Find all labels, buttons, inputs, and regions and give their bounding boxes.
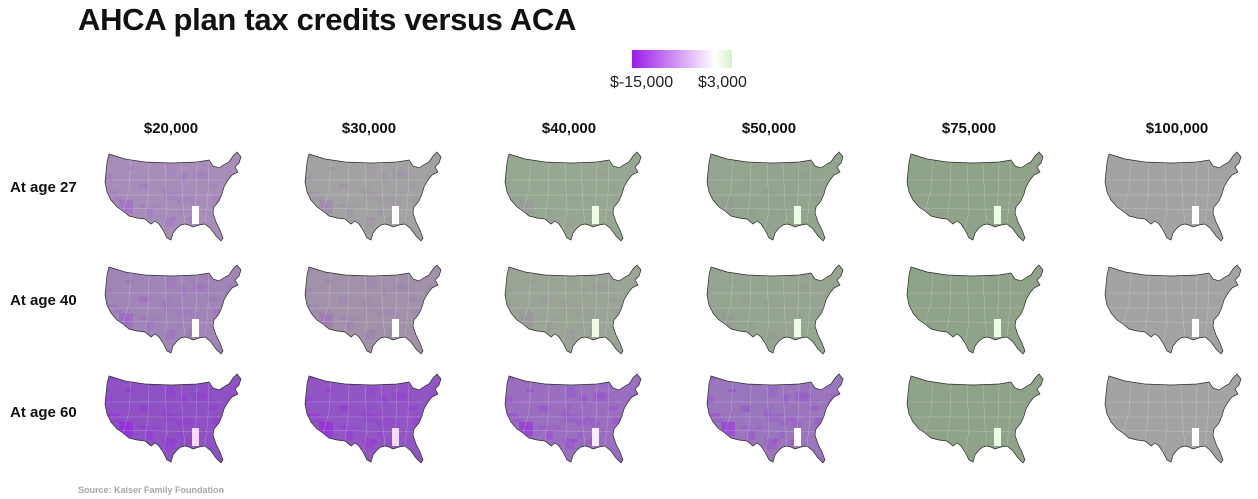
- column-header-20000: $20,000: [143, 120, 199, 137]
- highlight-state: [592, 319, 599, 337]
- us-map-r3-c1: [100, 372, 252, 472]
- us-map-r2-c5: [902, 263, 1054, 363]
- us-map-r1-c1: [100, 150, 252, 250]
- legend-max-label: $3,000: [698, 74, 747, 91]
- us-map-r3-c3: [500, 372, 652, 472]
- us-map-r1-c4: [702, 150, 854, 250]
- map-land-fill: [105, 152, 241, 241]
- row-header-age-27: At age 27: [10, 179, 77, 196]
- highlight-state: [994, 428, 1001, 446]
- highlight-state: [794, 428, 801, 446]
- highlight-state: [392, 319, 399, 337]
- map-land-fill: [505, 152, 641, 241]
- map-land-fill: [707, 152, 843, 241]
- map-land-fill: [505, 265, 641, 354]
- map-land-fill: [1105, 265, 1241, 354]
- row-header-age-60: At age 60: [10, 404, 77, 421]
- us-map-r2-c4: [702, 263, 854, 363]
- highlight-state: [1192, 428, 1199, 446]
- source-note: Source: Kaiser Family Foundation: [78, 485, 225, 495]
- highlight-state: [592, 428, 599, 446]
- highlight-state: [794, 206, 801, 224]
- map-land-fill: [1105, 374, 1241, 463]
- legend-min-label: $-15,000: [610, 74, 674, 91]
- row-header-age-40: At age 40: [10, 292, 77, 309]
- us-map-r2-c1: [100, 263, 252, 363]
- legend-gradient-bar: [632, 50, 732, 68]
- map-land-fill: [707, 265, 843, 354]
- map-land-fill: [1105, 152, 1241, 241]
- highlight-state: [392, 428, 399, 446]
- highlight-state: [392, 206, 399, 224]
- map-land-fill: [105, 374, 241, 463]
- us-map-r1-c5: [902, 150, 1054, 250]
- map-land-fill: [105, 265, 241, 354]
- map-land-fill: [907, 152, 1043, 241]
- map-land-fill: [305, 265, 441, 354]
- map-land-fill: [305, 152, 441, 241]
- us-map-r1-c6: [1100, 150, 1252, 250]
- us-map-r3-c4: [702, 372, 854, 472]
- map-land-fill: [707, 374, 843, 463]
- highlight-state: [1192, 319, 1199, 337]
- us-map-r1-c3: [500, 150, 652, 250]
- highlight-state: [192, 206, 199, 224]
- column-header-40000: $40,000: [541, 120, 597, 137]
- map-land-fill: [305, 374, 441, 463]
- column-header-75000: $75,000: [941, 120, 997, 137]
- highlight-state: [994, 206, 1001, 224]
- map-land-fill: [907, 265, 1043, 354]
- us-map-r2-c3: [500, 263, 652, 363]
- highlight-state: [192, 428, 199, 446]
- highlight-state: [994, 319, 1001, 337]
- highlight-state: [794, 319, 801, 337]
- highlight-state: [1192, 206, 1199, 224]
- us-map-r3-c2: [300, 372, 452, 472]
- highlight-state: [192, 319, 199, 337]
- highlight-state: [592, 206, 599, 224]
- map-land-fill: [907, 374, 1043, 463]
- us-map-r2-c2: [300, 263, 452, 363]
- us-map-r3-c6: [1100, 372, 1252, 472]
- column-header-100000: $100,000: [1145, 120, 1209, 137]
- map-land-fill: [505, 374, 641, 463]
- color-legend: $-15,000 $3,000: [604, 50, 764, 94]
- column-header-50000: $50,000: [741, 120, 797, 137]
- us-map-r1-c2: [300, 150, 452, 250]
- chart-title: AHCA plan tax credits versus ACA: [78, 2, 577, 37]
- column-header-30000: $30,000: [341, 120, 397, 137]
- us-map-r3-c5: [902, 372, 1054, 472]
- us-map-r2-c6: [1100, 263, 1252, 363]
